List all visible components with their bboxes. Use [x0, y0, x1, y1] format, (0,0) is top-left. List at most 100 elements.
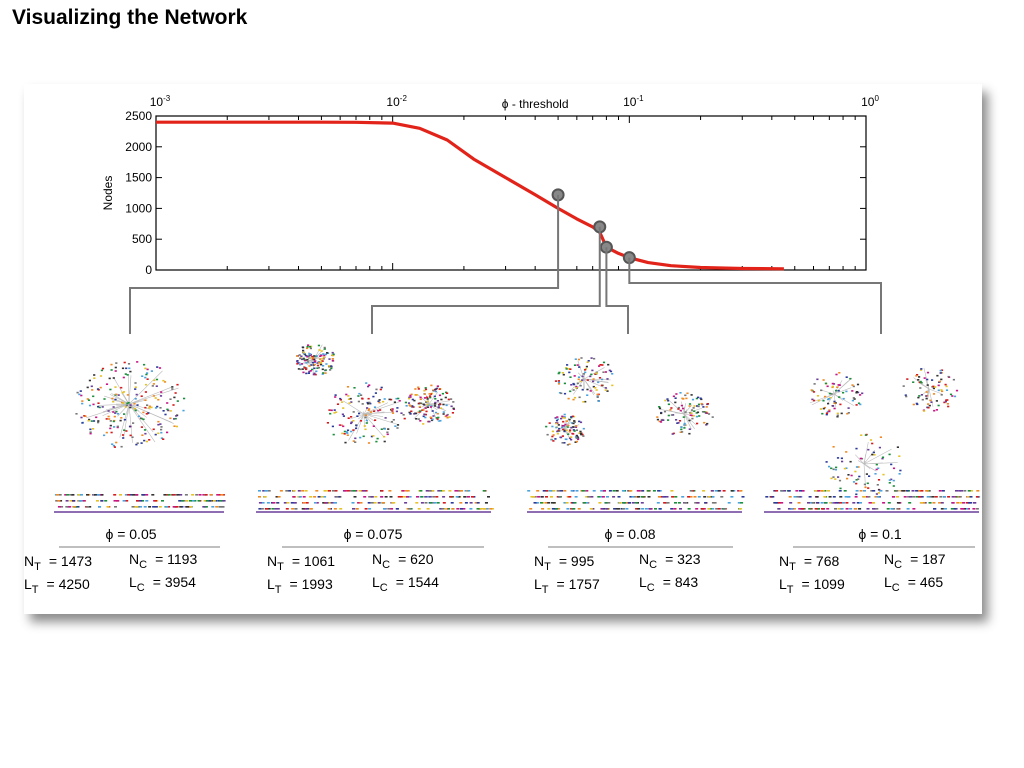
component-strip-node: [165, 506, 169, 508]
network-node: [350, 422, 353, 425]
component-strip-node: [333, 508, 337, 510]
component-strip-node: [276, 508, 280, 510]
network-node: [439, 403, 442, 406]
component-strip-node: [59, 500, 63, 502]
component-strip-node: [291, 508, 295, 510]
network-node: [696, 405, 699, 407]
component-strip-node: [574, 496, 578, 498]
component-strip-node: [868, 502, 872, 504]
component-strip-node: [297, 490, 301, 492]
component-strip-node: [293, 502, 297, 504]
network-node: [405, 405, 408, 407]
component-strip-node: [950, 508, 954, 510]
network-node: [931, 379, 934, 381]
network-node: [121, 391, 124, 394]
network-node: [366, 401, 369, 404]
component-strip-node: [663, 502, 667, 504]
network-node: [350, 401, 353, 403]
network-node: [167, 409, 170, 412]
network-node: [565, 438, 568, 441]
network-node: [350, 421, 353, 423]
network-node: [702, 406, 705, 408]
node-count-total: NT = 1473: [24, 553, 92, 573]
component-strip-node: [689, 496, 693, 498]
network-node: [582, 435, 585, 437]
component-strip-node: [432, 496, 436, 498]
network-node: [148, 439, 151, 441]
component-strip-node: [909, 496, 913, 498]
network-node: [558, 427, 561, 430]
component-strip-node: [215, 500, 219, 502]
component-strip-node: [872, 490, 876, 492]
component-strip-node: [154, 506, 158, 508]
component-strip-node: [817, 508, 821, 510]
network-node: [926, 371, 930, 374]
component-strip-node: [176, 494, 180, 496]
component-strip-node: [866, 508, 870, 510]
component-strip-node: [261, 502, 265, 504]
component-strip-node: [139, 500, 143, 502]
component-strip-node: [442, 502, 446, 504]
component-strip-node: [279, 490, 283, 492]
network-node: [150, 406, 153, 409]
component-strip-node: [305, 502, 309, 504]
component-strip-node: [613, 508, 617, 510]
network-node: [120, 417, 123, 419]
network-node: [396, 407, 399, 409]
network-node: [875, 493, 878, 495]
network-node: [852, 481, 856, 483]
network-node: [426, 396, 429, 399]
network-node: [600, 384, 603, 387]
y-tick-label: 2500: [125, 109, 152, 123]
network-node: [561, 442, 564, 444]
component-strip-node: [780, 502, 784, 504]
network-link: [863, 442, 869, 465]
network-node: [444, 396, 447, 399]
component-strip-node: [540, 496, 544, 498]
network-node: [573, 430, 576, 432]
component-strip-node: [384, 496, 388, 498]
network-node: [434, 403, 437, 405]
network-node: [324, 372, 327, 374]
network-node: [584, 368, 587, 370]
network-node: [556, 416, 559, 418]
component-strip-node: [435, 496, 439, 498]
network-node: [681, 397, 684, 400]
network-node: [711, 416, 714, 418]
network-node: [305, 372, 308, 375]
network-node: [421, 409, 424, 411]
network-node: [701, 411, 705, 413]
component-strip-node: [801, 508, 805, 510]
network-node: [945, 385, 948, 388]
network-node: [110, 369, 113, 371]
network-node: [828, 410, 831, 413]
component-strip-node: [845, 508, 849, 510]
network-node: [586, 394, 589, 396]
network-link: [312, 358, 315, 374]
network-node: [303, 359, 307, 362]
network-node: [920, 368, 923, 370]
network-node: [425, 401, 428, 403]
component-strip-node: [258, 490, 261, 492]
network-node: [147, 412, 150, 414]
network-node: [674, 397, 677, 399]
network-node: [84, 415, 87, 418]
component-strip-node: [670, 490, 674, 492]
network-node: [863, 483, 866, 486]
component-strip-node: [547, 502, 551, 504]
network-node: [328, 409, 331, 411]
component-strip-node: [431, 490, 435, 492]
network-node: [855, 391, 858, 393]
network-node: [331, 359, 334, 362]
component-strip-node: [775, 502, 779, 504]
network-node: [855, 482, 858, 485]
network-node: [131, 436, 134, 438]
network-node: [888, 479, 891, 481]
network-node: [89, 428, 92, 431]
network-node: [949, 393, 953, 396]
network-node: [707, 413, 711, 415]
network-node: [579, 421, 583, 424]
component-strip-node: [80, 500, 84, 502]
network-node: [874, 473, 877, 475]
network-node: [379, 388, 382, 391]
